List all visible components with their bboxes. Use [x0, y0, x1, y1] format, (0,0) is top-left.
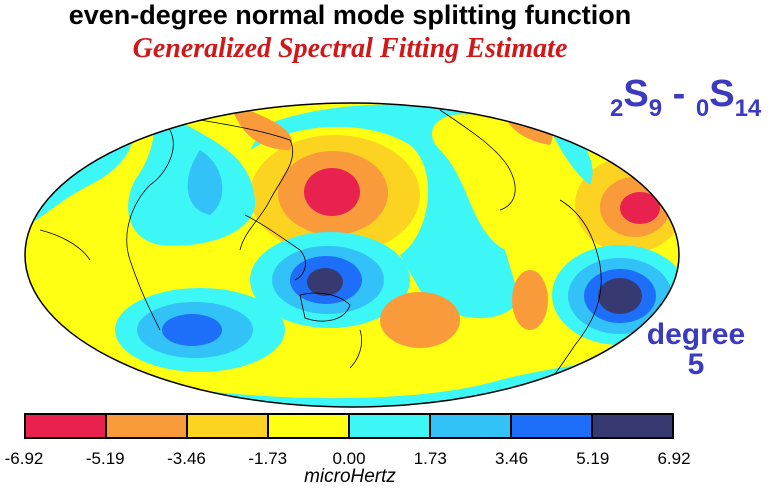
anomaly-contour — [598, 278, 642, 314]
degree-number: 5 — [687, 348, 705, 381]
colorbar-segment — [26, 415, 107, 437]
coastline — [39, 229, 91, 261]
colorbar-tick-label: -6.92 — [4, 449, 44, 468]
colorbar-tick-label: 6.92 — [657, 449, 691, 468]
anomaly-positive-ring — [250, 104, 520, 319]
colorbar-segment — [107, 415, 188, 437]
anomaly-contour — [512, 270, 548, 330]
colorbar-tick-label: 5.19 — [576, 449, 610, 468]
map-frame — [24, 102, 680, 408]
colorbar-segment — [188, 415, 269, 437]
colorbar-segment — [593, 415, 672, 437]
colorbar-tick-label: 3.46 — [494, 449, 529, 468]
anomaly-negative-east — [575, 157, 679, 253]
mode-separator: - — [662, 73, 696, 115]
degree-label: degree 5 — [636, 320, 756, 380]
coastline — [244, 214, 306, 281]
coastline — [349, 329, 363, 369]
anomaly-contour — [250, 104, 520, 319]
coastline — [299, 292, 351, 322]
coastline — [551, 199, 602, 379]
anomaly-contour — [162, 314, 222, 346]
mode-subscript-2: 14 — [734, 95, 762, 122]
figure-subtitle: Generalized Spectral Fitting Estimate — [132, 33, 568, 64]
colorbar-segment — [431, 415, 512, 437]
mode-letter-1: S — [623, 73, 649, 115]
anomaly-contour — [187, 150, 223, 215]
colorbar-unit: microHertz — [304, 466, 396, 487]
colorbar-segment — [350, 415, 431, 437]
colorbar-tick-label: -3.46 — [167, 449, 206, 468]
mode-pre-subscript-2: 0 — [695, 95, 710, 122]
mode-pre-subscript-1: 2 — [610, 95, 624, 122]
mode-letter-2: S — [709, 73, 735, 115]
coastline — [439, 109, 516, 211]
colorbar — [24, 413, 674, 439]
map-field — [25, 103, 679, 407]
anomaly-negative-center — [250, 135, 420, 255]
anomaly-contour — [55, 110, 91, 175]
anomaly-negative-southcentral — [380, 292, 460, 348]
anomaly-positive-southwest — [115, 288, 285, 372]
mode-label: 2S9 - 0S14 — [610, 70, 761, 123]
colorbar-tick-label: -5.19 — [85, 449, 125, 468]
colorbar-tick-label: 1.73 — [413, 449, 447, 468]
mode-subscript-1: 9 — [648, 95, 663, 122]
colorbar-tick-label: -1.73 — [248, 449, 288, 468]
anomaly-negative-north — [230, 103, 292, 150]
figure-title: even-degree normal mode splitting functi… — [68, 0, 632, 30]
colorbar-tick-label: 0.00 — [332, 449, 366, 468]
colorbar-segment — [269, 415, 350, 437]
anomaly-contour — [307, 268, 343, 296]
anomaly-positive-south — [250, 232, 410, 328]
colorbar-segment — [512, 415, 593, 437]
degree-word: degree — [646, 318, 746, 351]
coastline — [199, 119, 294, 251]
anomaly-contour — [304, 168, 360, 216]
anomaly-contour — [620, 192, 660, 224]
